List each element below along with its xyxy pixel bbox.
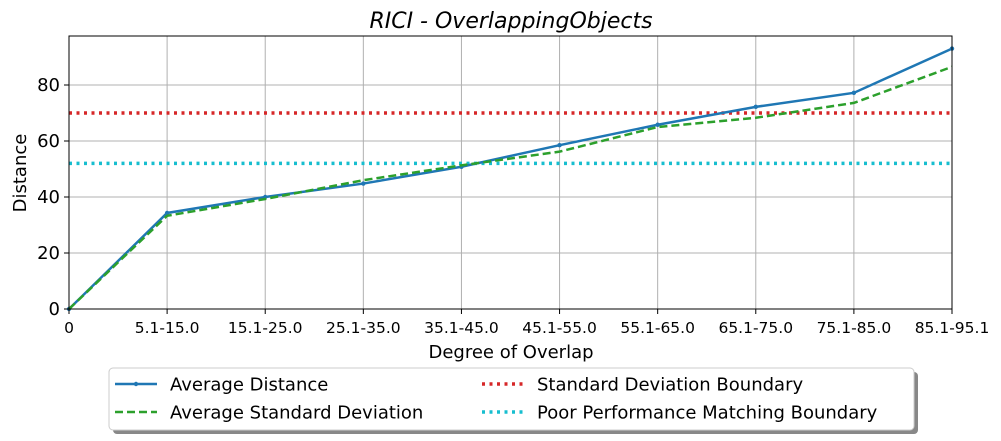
y-tick-label: 60: [37, 131, 60, 152]
x-tick-label: 5.1-15.0: [135, 319, 200, 337]
y-axis-label: Distance: [10, 134, 31, 213]
data-point: [753, 104, 758, 110]
data-point: [851, 90, 857, 96]
data-point: [557, 143, 562, 148]
x-tick-label: 25.1-35.0: [326, 319, 401, 337]
legend-box: [108, 367, 915, 431]
plot-frame: [68, 35, 953, 310]
data-point: [361, 181, 366, 186]
y-tick-label: 40: [37, 187, 60, 208]
series-lines: [66, 46, 955, 312]
legend-marker: [133, 381, 139, 387]
x-axis-ticks: 0 5.1-15.0 15.1-25.0 25.1-35.0 35.1-45.0 45.1…: [64, 309, 989, 337]
series-line: [68, 65, 953, 310]
y-tick-label: 80: [37, 75, 60, 96]
chart-title: RICI - OverlappingObjects: [369, 9, 652, 34]
y-axis-ticks: 0 20 40 60 80: [37, 75, 69, 320]
x-axis-label: Degree of Overlap: [428, 342, 593, 363]
legend: Average Distance Average Standard Deviati…: [108, 367, 918, 434]
grid-lines: [68, 36, 953, 310]
y-tick-label: 20: [37, 243, 60, 264]
legend-label: Average Standard Deviation: [170, 403, 423, 424]
x-tick-label: 15.1-25.0: [228, 319, 303, 337]
legend-label: Standard Deviation Boundary: [537, 375, 803, 396]
x-tick-label: 35.1-45.0: [424, 319, 499, 337]
legend-entries: Average Distance Average Standard Deviati…: [115, 375, 878, 424]
data-point: [655, 122, 660, 127]
x-tick-label: 55.1-65.0: [620, 319, 695, 337]
reference-lines: [69, 111, 952, 166]
series-line: [68, 47, 953, 310]
y-tick-label: 0: [49, 299, 60, 320]
legend-label: Average Distance: [170, 375, 328, 396]
x-tick-label: 0: [64, 319, 74, 337]
x-tick-label: 75.1-85.0: [817, 319, 892, 337]
legend-label: Poor Performance Matching Boundary: [537, 403, 878, 424]
x-tick-label: 85.1-95.1: [915, 319, 990, 337]
x-tick-label: 45.1-55.0: [522, 319, 597, 337]
data-point: [164, 210, 170, 216]
x-tick-label: 65.1-75.0: [718, 319, 793, 337]
